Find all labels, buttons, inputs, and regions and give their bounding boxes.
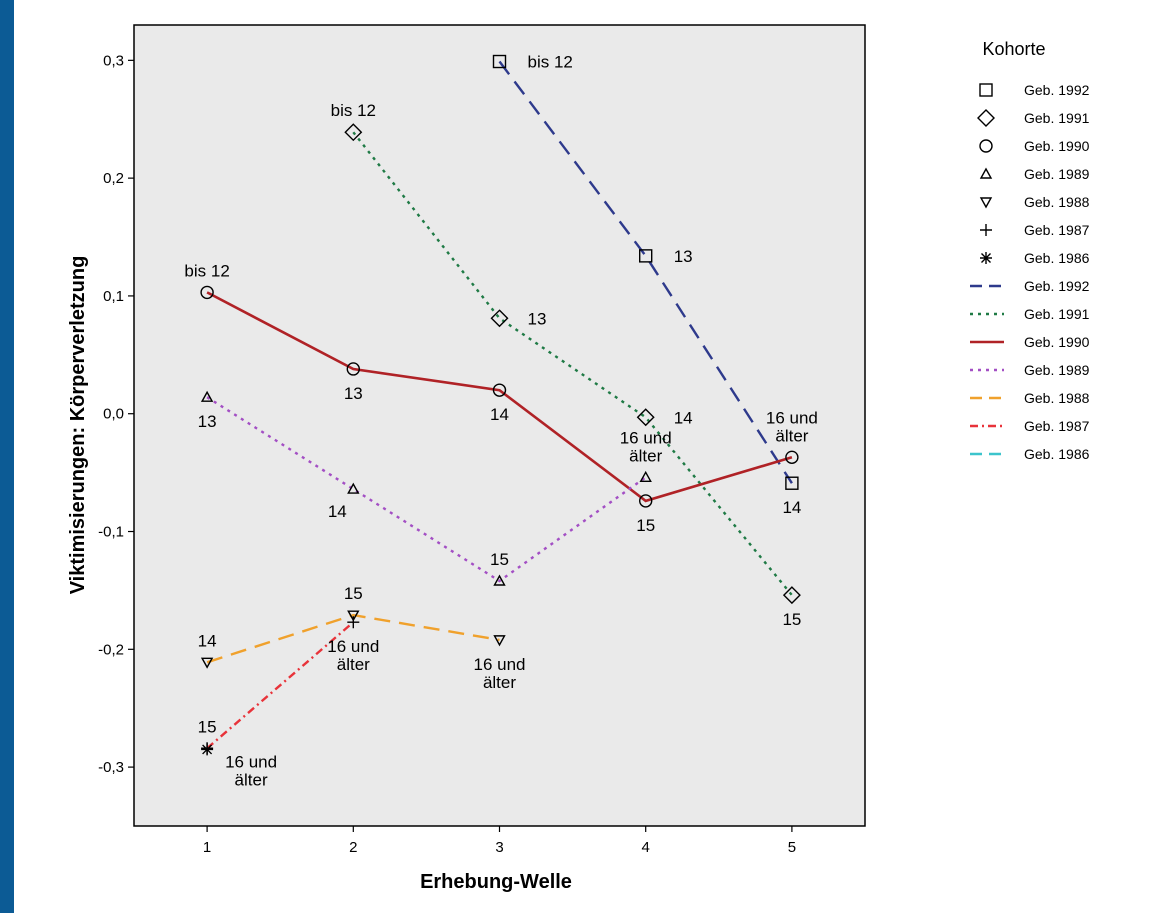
y-tick-label: 0,3: [103, 52, 124, 69]
point-marker-geb-1990: [639, 494, 653, 508]
data-label: 14: [490, 405, 509, 424]
legend-label: Geb. 1991: [1024, 306, 1090, 322]
data-label: bis 12: [331, 101, 376, 120]
data-label: 16 und älter: [766, 408, 818, 445]
series-line-geb-1991: [352, 131, 793, 596]
y-tick-label: 0,0: [103, 406, 124, 423]
x-tick-label: 2: [349, 839, 357, 856]
series-lines: [206, 60, 793, 750]
legend-marker-icon: [979, 83, 993, 97]
legend-label: Geb. 1986: [1024, 446, 1090, 462]
legend-label: Geb. 1988: [1024, 390, 1090, 406]
point-marker-geb-1989: [347, 482, 360, 494]
line-chart: 0,3 0,2 0,1 0,0 -0,1 -0,2 -0,3 1 2 3 4 5 bis 12 13 14…: [67, 24, 1090, 893]
legend-label: Geb. 1990: [1024, 334, 1090, 350]
series-line-geb-1990: [206, 291, 793, 503]
legend-label: Geb. 1991: [1024, 110, 1090, 126]
x-tick-label: 4: [642, 839, 650, 856]
point-marker-geb-1992: [785, 476, 799, 490]
legend-label: Geb. 1989: [1024, 166, 1090, 182]
legend-label: Geb. 1989: [1024, 362, 1090, 378]
legend-label: Geb. 1986: [1024, 250, 1090, 266]
point-marker-geb-1991: [344, 123, 363, 142]
data-label: 13: [344, 384, 363, 403]
plot-area: [133, 24, 866, 827]
point-marker-geb-1992: [492, 54, 507, 69]
legend-label: Geb. 1990: [1024, 138, 1090, 154]
data-label: 15: [344, 584, 363, 603]
point-marker-geb-1991: [782, 586, 801, 605]
legend-title: Kohorte: [982, 39, 1045, 59]
series-line-geb-1992: [498, 60, 793, 484]
point-marker-geb-1988: [493, 635, 506, 647]
point-marker-geb-1991: [490, 309, 509, 328]
series-line-geb-1988: [206, 613, 500, 664]
y-tick-label: -0,2: [98, 641, 124, 658]
x-tick-label: 1: [203, 839, 211, 856]
data-label: 16 und älter: [620, 428, 672, 465]
x-tick-label: 3: [495, 839, 503, 856]
data-labels: bis 12 13 14 bis 12 13 14 15 bis 12 13 14 15 16 und…: [184, 53, 817, 790]
point-marker-geb-1989: [200, 390, 214, 402]
data-label: 16 und älter: [327, 637, 379, 674]
data-label: 15: [782, 610, 801, 629]
y-tick-label: -0,1: [98, 524, 124, 541]
data-label: 15: [198, 717, 217, 736]
data-label: bis 12: [184, 261, 229, 280]
point-marker-geb-1986: [201, 743, 214, 756]
chart-frame: 0,3 0,2 0,1 0,0 -0,1 -0,2 -0,3 1 2 3 4 5 bis 12 13 14…: [14, 0, 1169, 913]
legend-marker-icon: [980, 224, 992, 236]
data-label: 14: [328, 502, 347, 521]
axes: 0,3 0,2 0,1 0,0 -0,1 -0,2 -0,3 1 2 3 4 5: [98, 52, 796, 856]
legend: Kohorte Geb. 1992 Geb. 1991 Geb. 1990 Geb. …: [970, 39, 1090, 462]
data-label: 15: [490, 550, 509, 569]
point-marker-geb-1991: [636, 408, 655, 427]
y-tick-label: -0,3: [98, 759, 124, 776]
data-label: 13: [528, 309, 547, 328]
point-marker-geb-1988: [200, 657, 214, 669]
series-markers: [200, 54, 801, 756]
legend-marker-icon: [979, 167, 993, 179]
legend-label: Geb. 1992: [1024, 82, 1090, 98]
data-label: 15: [636, 516, 655, 535]
point-marker-geb-1990: [200, 285, 214, 300]
data-label: 14: [782, 498, 801, 517]
point-marker-geb-1992: [639, 249, 653, 263]
y-tick-label: 0,1: [103, 288, 124, 305]
data-label: bis 12: [528, 53, 573, 72]
point-marker-geb-1990: [346, 362, 360, 376]
point-marker-geb-1989: [639, 470, 652, 483]
x-tick-label: 5: [788, 839, 796, 856]
legend-marker-icon: [977, 109, 995, 127]
point-marker-geb-1990: [785, 450, 799, 465]
legend-marker-icon: [979, 197, 993, 209]
legend-label: Geb. 1988: [1024, 194, 1090, 210]
point-marker-geb-1988: [347, 610, 360, 622]
legend-marker-icon: [979, 139, 993, 153]
data-label: 14: [198, 631, 217, 650]
data-label: 13: [198, 412, 217, 431]
legend-marker-icon: [980, 252, 992, 264]
point-marker-geb-1990: [492, 383, 507, 397]
legend-label: Geb. 1987: [1024, 418, 1090, 434]
y-tick-label: 0,2: [103, 170, 124, 187]
point-marker-geb-1987: [347, 616, 360, 629]
series-line-geb-1987: [206, 621, 355, 750]
data-label: 16 und älter: [225, 752, 277, 789]
y-axis-label: Viktimisierungen: Körperverletzung: [67, 256, 89, 595]
data-label: 14: [674, 408, 693, 427]
legend-label: Geb. 1987: [1024, 222, 1090, 238]
legend-label: Geb. 1992: [1024, 278, 1090, 294]
series-line-geb-1989: [206, 396, 647, 583]
data-label: 13: [674, 247, 693, 266]
data-label: 16 und älter: [474, 655, 526, 692]
point-marker-geb-1989: [493, 574, 506, 586]
x-axis-label: Erhebung-Welle: [420, 871, 572, 893]
